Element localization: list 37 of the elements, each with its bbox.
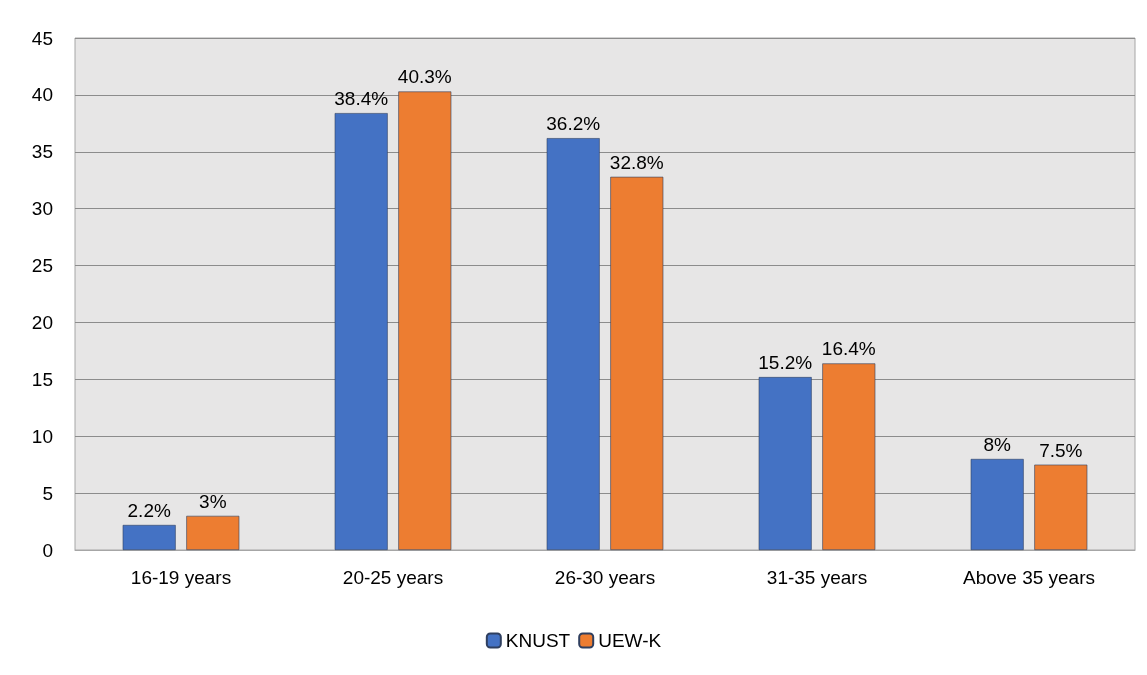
bar — [822, 363, 876, 550]
y-tick-label: 25 — [31, 255, 53, 277]
y-tick-label: 30 — [31, 198, 53, 220]
x-tick-label: 26-30 years — [554, 567, 656, 588]
x-tick-label: 20-25 years — [342, 567, 444, 588]
x-tick-label: Above 35 years — [962, 567, 1096, 588]
bar — [186, 515, 240, 550]
data-label: 3% — [199, 490, 227, 512]
bar — [970, 458, 1024, 550]
y-tick-label: 0 — [42, 539, 53, 561]
y-tick-label: 35 — [31, 141, 53, 163]
data-label: 7.5% — [1039, 439, 1083, 461]
bar — [122, 524, 176, 550]
bar — [334, 113, 388, 550]
y-tick-label: 5 — [42, 482, 53, 504]
x-tick-label: 16-19 years — [130, 567, 232, 588]
bar — [398, 91, 452, 550]
bar — [758, 377, 812, 550]
bar — [1034, 464, 1088, 550]
data-label: 8% — [983, 433, 1012, 455]
data-label: 32.8% — [609, 151, 664, 173]
x-tick-label: 31-35 years — [766, 567, 868, 588]
y-tick-label: 40 — [31, 84, 53, 106]
y-tick-label: 15 — [31, 368, 53, 390]
y-tick-label: 20 — [31, 311, 53, 333]
legend-label: UEW-K — [598, 630, 662, 651]
bar — [610, 176, 664, 550]
data-label: 36.2% — [546, 113, 601, 135]
y-tick-label: 45 — [31, 27, 53, 49]
y-tick-label: 10 — [31, 425, 53, 447]
data-label: 2.2% — [127, 499, 171, 521]
data-label: 15.2% — [758, 352, 813, 374]
data-label: 40.3% — [397, 66, 452, 88]
data-label: 16.4% — [821, 338, 876, 360]
legend-label: KNUST — [505, 630, 571, 651]
data-label: 38.4% — [334, 88, 389, 110]
bar — [546, 138, 600, 550]
